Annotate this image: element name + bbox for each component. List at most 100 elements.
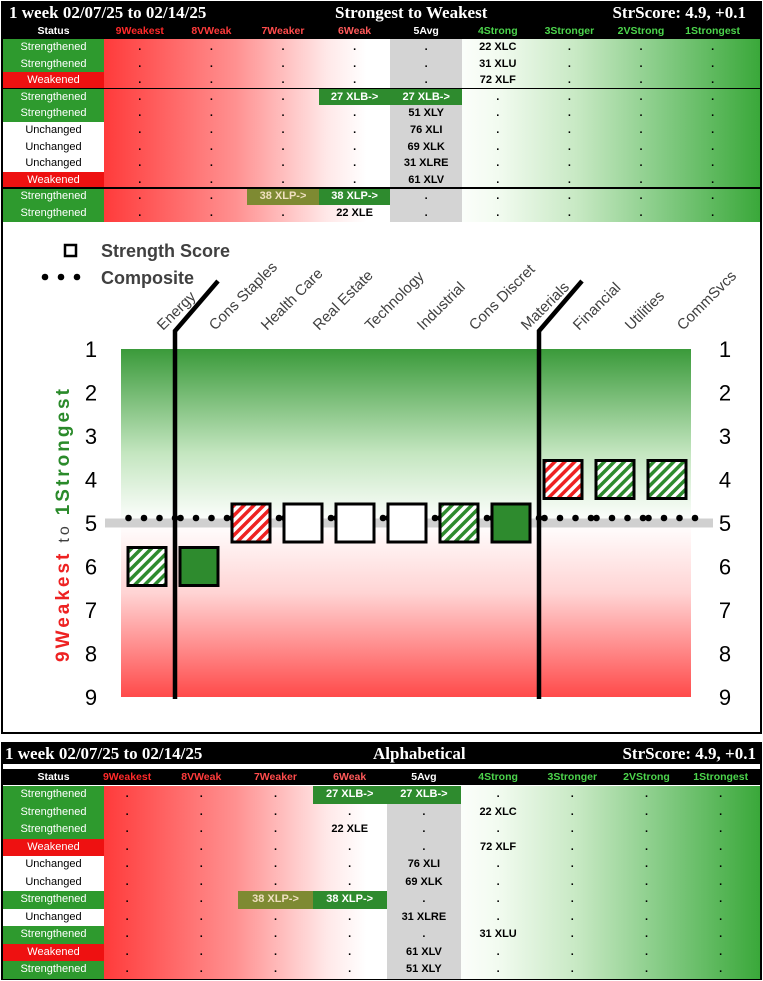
empty-cell: .	[567, 90, 571, 103]
column-header: 1Strongest	[693, 771, 749, 783]
column-header: 3Stronger	[547, 771, 598, 783]
empty-cell: .	[719, 823, 723, 835]
column-header: 2VStrong	[623, 771, 670, 783]
avg-band	[386, 943, 461, 961]
legend-label: Strength Score	[101, 241, 230, 261]
y-tick-label-right: 1	[719, 337, 731, 362]
empty-cell: .	[639, 90, 643, 103]
empty-cell: .	[281, 90, 285, 103]
strength-score-marker	[282, 502, 324, 544]
empty-cell: .	[125, 823, 129, 835]
table-row: Unchanged.... 69 XLK....	[3, 138, 760, 156]
empty-cell: .	[273, 840, 278, 853]
column-header: 9Weakest	[115, 25, 164, 37]
composite-dot	[177, 514, 184, 522]
empty-cell: .	[348, 805, 352, 818]
strength-score-marker	[178, 546, 220, 587]
column-header: 6Weak	[333, 771, 367, 783]
empty-cell: .	[273, 788, 278, 800]
table-row: Weakened.... 61 XLV....	[3, 943, 760, 961]
y-tick-label-left: 5	[85, 511, 97, 536]
avg-band	[386, 803, 461, 821]
ticker-cell: 72 XLF	[480, 840, 517, 853]
empty-cell: .	[422, 805, 426, 818]
empty-cell: .	[644, 858, 649, 870]
composite-dot	[572, 514, 579, 522]
table-row: Unchanged.... 69 XLK....	[3, 873, 760, 891]
empty-cell: .	[199, 875, 203, 888]
empty-cell: .	[570, 910, 574, 923]
y-tick-label-left: 7	[85, 598, 97, 623]
empty-cell: .	[138, 124, 142, 136]
status-badge: Strengthened	[3, 891, 104, 909]
empty-cell: .	[424, 57, 428, 70]
ticker-cell: 51 XLY	[406, 963, 442, 975]
ticker-cell: 31 XLRE	[401, 910, 447, 923]
composite-dot	[691, 514, 699, 522]
empty-cell: .	[639, 41, 643, 53]
composite-dot	[125, 514, 132, 522]
composite-dot	[541, 514, 548, 522]
ticker-cell: 69 XLK	[407, 140, 445, 153]
empty-cell: .	[719, 805, 723, 818]
y-tick-label-right: 7	[719, 598, 731, 623]
status-badge: Weakened	[3, 943, 104, 961]
empty-cell: .	[570, 945, 574, 958]
strength-score-marker	[230, 502, 272, 544]
empty-cell: .	[424, 74, 428, 87]
column-header-row: Status 9Weakest 8VWeak 7Weaker 6Weak 5Avg 4Str…	[3, 23, 760, 39]
empty-cell: .	[138, 140, 142, 153]
status-badge: Strengthened	[3, 39, 104, 56]
empty-cell: .	[719, 893, 723, 905]
empty-cell: .	[125, 788, 129, 800]
empty-cell: .	[125, 840, 129, 853]
empty-cell: .	[281, 124, 285, 136]
empty-cell: .	[496, 963, 500, 975]
empty-cell: .	[496, 875, 500, 888]
y-tick-label-right: 6	[719, 555, 731, 580]
composite-dot	[608, 514, 616, 522]
chart-legend: Strength Score Composite	[41, 241, 230, 288]
y-tick-label-left: 8	[85, 642, 97, 667]
ticker-cell: 76 XLI	[409, 124, 443, 136]
column-header: Status	[37, 25, 70, 37]
table-row: Weakened..... 72 XLF...	[3, 838, 760, 856]
empty-cell: .	[138, 41, 142, 53]
empty-cell: .	[209, 57, 213, 70]
sort-title-bottom: Alphabetical	[373, 744, 466, 763]
y-tick-label-left: 2	[85, 381, 97, 406]
empty-cell: .	[567, 57, 571, 70]
empty-cell: .	[496, 788, 500, 800]
empty-cell: .	[353, 140, 357, 153]
bottom-panel: 1 week 02/07/25 to 02/14/25 Alphabetical…	[1, 742, 762, 980]
composite-dot	[140, 514, 148, 522]
status-badge: Strengthened	[3, 88, 104, 106]
empty-cell: .	[125, 928, 129, 940]
empty-cell: .	[711, 207, 715, 219]
empty-cell: .	[125, 805, 129, 818]
empty-cell: .	[353, 173, 357, 186]
empty-cell: .	[719, 858, 723, 870]
empty-cell: .	[199, 928, 203, 940]
table-row: Strengthened.... 51 XLY....	[3, 961, 760, 979]
group-separator	[3, 87, 760, 90]
empty-cell: .	[567, 140, 571, 153]
y-axis-title: 9Weakest to 1Strongest	[53, 386, 74, 662]
empty-cell: .	[711, 107, 715, 120]
period-title: 1 week 02/07/25 to 02/14/25	[9, 3, 207, 22]
empty-cell: .	[273, 910, 278, 923]
ticker-cell: 69 XLK	[405, 875, 443, 888]
strength-score-marker	[438, 502, 480, 544]
empty-cell: .	[273, 875, 278, 888]
legend-label: Composite	[101, 268, 194, 288]
empty-cell: .	[353, 57, 357, 70]
empty-cell: .	[281, 157, 285, 170]
empty-cell: .	[281, 41, 285, 53]
ticker-cell: 38 XLP->	[247, 188, 319, 205]
empty-cell: .	[639, 57, 643, 70]
empty-cell: .	[424, 41, 428, 53]
y-axis-title-low: 9Weakest	[53, 551, 74, 662]
empty-cell: .	[138, 57, 142, 70]
top-panel: 1 week 02/07/25 to 02/14/25 Strongest to…	[1, 1, 762, 734]
empty-cell: .	[570, 893, 574, 905]
